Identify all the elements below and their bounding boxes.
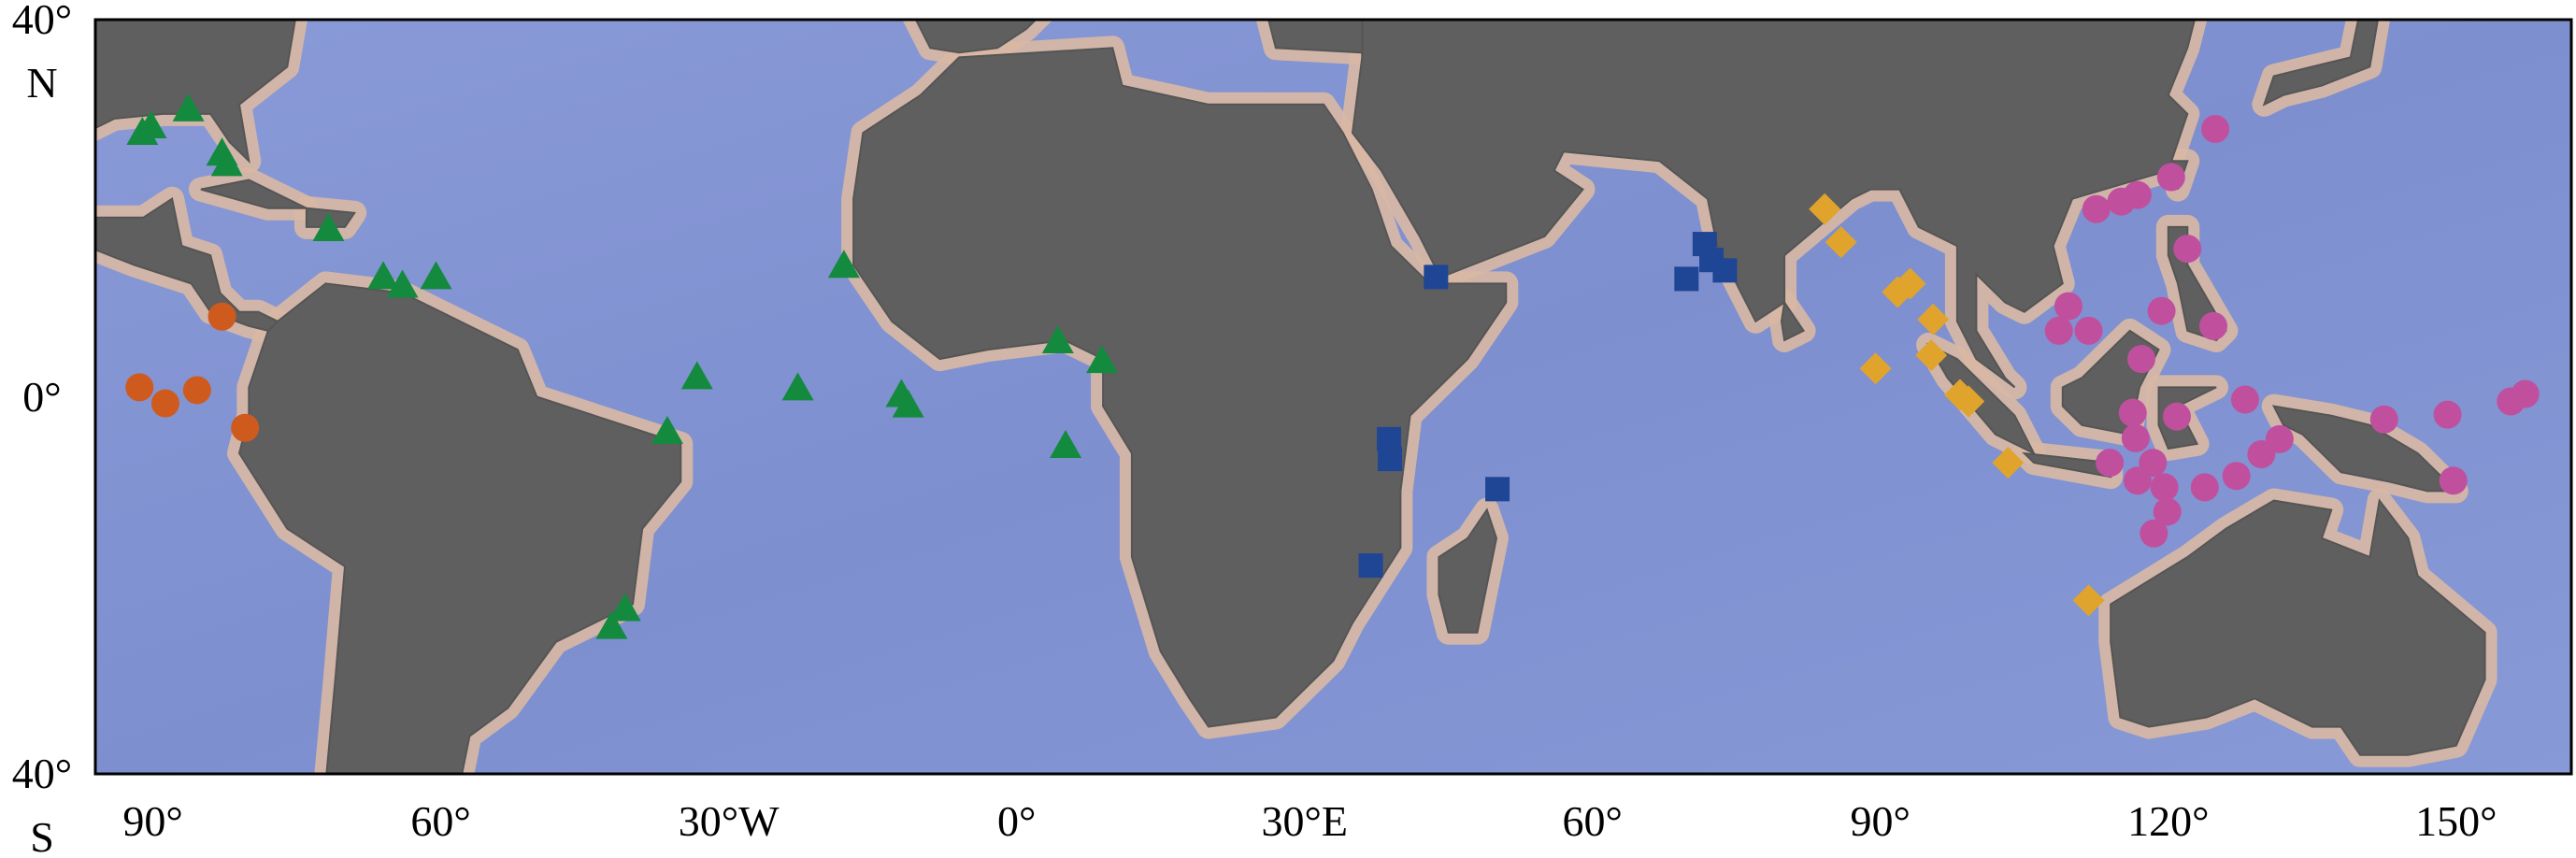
landmass [2262,20,2379,107]
site-marker [2118,398,2147,427]
landmass [1780,299,1806,342]
site-marker [1086,345,1119,374]
site-marker [1859,352,1892,385]
site-marker [827,250,860,279]
site-marker [208,302,236,331]
landmass [2157,386,2217,450]
site-marker [1358,553,1383,579]
site-marker [2139,449,2168,478]
y-tick-label: 40° S [11,750,73,858]
landmass [1267,20,1364,54]
site-marker [135,109,167,138]
site-marker [2156,163,2185,192]
site-marker [1915,339,1948,372]
site-marker [386,269,419,298]
site-marker [2173,235,2202,264]
x-tick-label: 120° [2127,797,2210,845]
landmass [237,282,682,774]
site-marker [367,261,400,290]
site-marker [680,361,713,390]
site-marker [595,610,628,639]
site-marker [150,389,179,418]
site-marker [1674,266,1699,292]
site-marker [2096,449,2125,478]
site-marker [2121,423,2150,452]
site-marker [2127,345,2156,374]
site-marker [2369,405,2398,434]
frame [93,18,2573,776]
land [95,20,2497,774]
landmass [2271,405,2459,493]
site-marker [608,593,641,622]
site-marker [1917,303,1950,336]
site-marker [2044,316,2073,345]
site-marker [2222,462,2251,491]
site-marker [2433,400,2462,429]
site-marker [210,148,243,177]
site-marker [781,372,814,401]
site-marker [2147,296,2176,325]
site-marker [1485,477,1510,502]
site-marker [651,415,683,444]
site-marker [2265,424,2294,453]
landmass [1438,508,1498,634]
site-marker [125,373,154,402]
x-tick-label: 60° [410,797,471,845]
site-marker [2201,115,2230,144]
site-marker [312,212,345,241]
y-tick-label: 0° [22,372,62,421]
site-marker [1825,226,1857,259]
landmass [1351,20,2197,389]
site-marker [1050,429,1082,458]
site-marker [1712,258,1738,283]
x-tick-label: 90° [122,797,183,845]
landmass [2110,498,2486,756]
x-tick-label: 150° [2415,797,2497,845]
site-marker [182,376,211,405]
site-marker [1992,447,2025,479]
x-tick-label: 0° [996,797,1037,845]
site-marker [2230,385,2259,414]
site-marker [2439,466,2468,495]
site-marker [231,413,260,442]
site-marker [2054,292,2082,321]
site-marker [172,93,205,122]
landmass [95,20,296,164]
site-marker [1424,265,1449,290]
site-marker [2150,473,2179,502]
site-marker [2199,311,2228,340]
x-tick-label: 30°E [1261,797,1348,845]
site-marker [420,261,452,290]
sites [125,93,2540,639]
site-marker [2511,379,2540,408]
site-marker [2190,473,2219,502]
site-marker [1041,324,1074,353]
site-marker [2074,316,2103,345]
x-tick-label: 30°W [678,797,780,845]
landmass [914,20,1038,54]
site-marker [1894,267,1926,300]
x-tick-label: 60° [1562,797,1623,845]
landmass [2022,451,2112,479]
site-marker [1953,385,1985,418]
site-marker [2082,194,2111,223]
site-marker [2123,180,2152,209]
site-marker [1378,447,1403,472]
landmass [852,47,1508,728]
site-marker [2163,402,2192,431]
site-marker [2153,497,2182,526]
site-marker [2072,584,2105,617]
x-tick-label: 90° [1850,797,1911,845]
landmass [95,197,279,333]
y-tick-label: 40° N [11,0,73,107]
site-marker [2140,519,2168,548]
site-marker [892,389,924,418]
site-marker [1809,193,1841,225]
